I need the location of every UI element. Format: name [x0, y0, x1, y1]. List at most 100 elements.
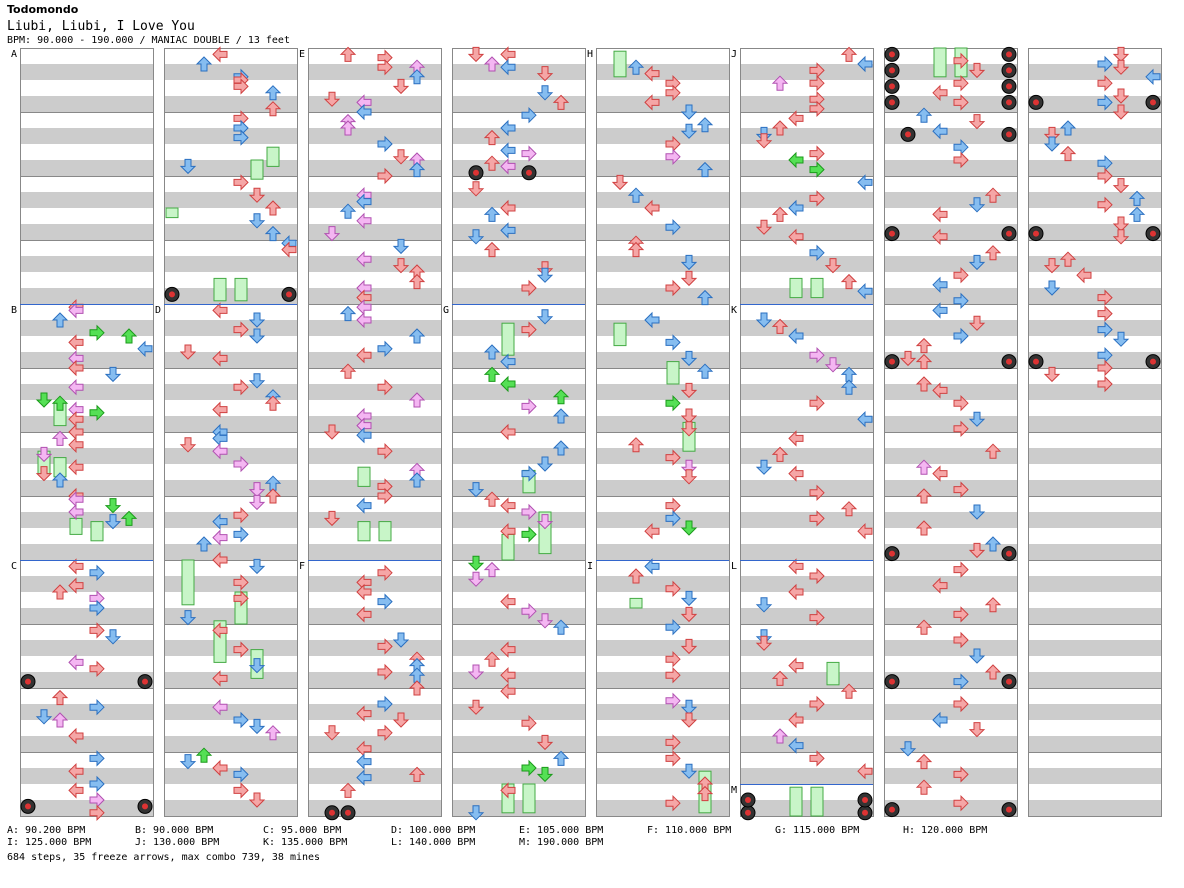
step-arrow	[467, 699, 485, 715]
freeze-arrow	[69, 517, 83, 535]
step-arrow	[915, 520, 933, 536]
beat-stripe	[596, 736, 729, 752]
beat-stripe	[20, 448, 153, 464]
beat-stripe	[164, 608, 297, 624]
beat-stripe	[884, 64, 1017, 80]
step-arrow	[500, 522, 516, 540]
step-arrow	[644, 558, 660, 575]
step-arrow	[356, 705, 372, 722]
step-arrow	[467, 571, 485, 587]
step-arrow	[1112, 46, 1130, 63]
step-arrow	[339, 305, 357, 322]
beat-stripe	[884, 544, 1017, 560]
beat-stripe	[308, 480, 441, 496]
step-arrow	[1112, 216, 1130, 232]
step-arrow	[809, 609, 825, 626]
step-arrow	[552, 619, 570, 635]
step-arrow	[644, 65, 660, 82]
mine-core	[745, 809, 751, 816]
mine-core	[889, 806, 895, 813]
beat-stripe	[740, 192, 873, 208]
beat-stripe	[1028, 544, 1161, 560]
step-arrow	[408, 161, 426, 178]
step-arrow	[680, 123, 698, 139]
step-arrow	[68, 782, 84, 799]
step-arrow	[500, 782, 516, 799]
step-arrow	[500, 375, 516, 393]
step-arrow	[665, 666, 681, 684]
step-arrow	[771, 728, 789, 744]
beat-stripe	[740, 352, 873, 368]
beat-stripe	[1028, 480, 1161, 496]
step-arrow	[680, 699, 698, 715]
step-arrow	[89, 564, 105, 582]
chart-column-2	[164, 46, 298, 817]
mine-core	[889, 51, 895, 58]
step-arrow	[89, 660, 105, 678]
step-arrow	[500, 423, 516, 441]
step-arrow	[104, 366, 122, 383]
mine-core	[889, 550, 895, 557]
section-label: G	[443, 305, 449, 316]
step-arrow	[536, 267, 554, 283]
beat-stripe	[452, 128, 585, 144]
mine-core	[25, 803, 31, 810]
step-arrow	[809, 695, 825, 713]
section-label: J	[731, 49, 737, 60]
step-arrow	[665, 510, 681, 527]
step-arrow	[408, 472, 426, 488]
section-label: B	[11, 305, 17, 316]
step-arrow	[408, 766, 426, 782]
step-arrow	[356, 583, 372, 601]
step-arrow	[377, 663, 393, 681]
bpm-legend-item: A: 90.200 BPM	[7, 825, 86, 836]
song-title: Liubi, Liubi, I Love You	[7, 19, 195, 34]
step-arrow	[408, 273, 426, 290]
mine-core	[745, 797, 751, 803]
step-arrow	[953, 292, 969, 310]
step-arrow	[212, 442, 228, 460]
section-label: A	[11, 49, 17, 60]
step-arrow	[264, 225, 282, 242]
beat-stripe	[596, 448, 729, 464]
step-arrow	[809, 394, 825, 412]
step-arrow	[339, 782, 357, 798]
step-arrow	[500, 666, 516, 684]
step-arrow	[932, 276, 948, 294]
step-arrow	[840, 683, 858, 699]
beat-stripe	[452, 416, 585, 432]
step-arrow	[35, 709, 53, 725]
step-arrow	[1097, 196, 1113, 214]
beat-stripe	[884, 480, 1017, 496]
step-arrow	[840, 379, 858, 395]
freeze-arrow	[613, 50, 627, 78]
step-arrow	[953, 561, 969, 578]
beat-stripe	[1028, 384, 1161, 400]
beat-stripe	[1028, 128, 1161, 144]
step-arrow	[212, 401, 228, 418]
step-arrow	[68, 458, 84, 476]
beat-stripe	[596, 576, 729, 592]
step-arrow	[1097, 359, 1113, 377]
step-arrow	[377, 695, 393, 713]
step-arrow	[1097, 74, 1113, 92]
beat-stripe	[452, 704, 585, 720]
beat-stripe	[164, 384, 297, 400]
step-arrow	[233, 321, 249, 338]
step-arrow	[356, 212, 372, 230]
beat-stripe	[452, 256, 585, 272]
step-arrow	[696, 117, 714, 133]
beat-stripe	[740, 448, 873, 464]
step-arrow	[323, 725, 341, 741]
step-arrow	[356, 311, 372, 329]
beat-stripe	[164, 224, 297, 240]
step-arrow	[1043, 258, 1061, 274]
mine-core	[473, 169, 479, 176]
beat-stripe	[20, 320, 153, 336]
step-arrow	[248, 312, 266, 328]
step-arrow	[89, 404, 105, 422]
freeze-arrow	[357, 521, 371, 542]
beat-stripe	[452, 352, 585, 368]
step-arrow	[281, 241, 297, 258]
step-arrow	[68, 334, 84, 351]
